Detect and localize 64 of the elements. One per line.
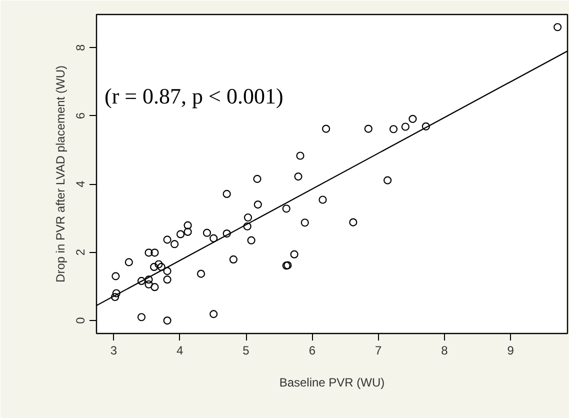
point (364, 124, 372, 133)
point (384, 176, 392, 184)
x-tick-label: 7 (374, 344, 382, 358)
y-tick-label: 8 (74, 44, 88, 51)
point (229, 255, 238, 264)
point (157, 262, 166, 272)
point (322, 124, 330, 133)
point (401, 122, 410, 131)
point (202, 228, 212, 237)
x-tick-label: 4 (176, 344, 184, 358)
point (222, 229, 231, 238)
point (210, 310, 218, 318)
point (184, 228, 192, 236)
point (163, 267, 172, 276)
point (176, 230, 185, 238)
y-tick-label: 4 (74, 180, 88, 188)
x-tick-label: 9 (507, 344, 514, 358)
point (144, 248, 153, 257)
point (137, 313, 146, 322)
point (110, 292, 120, 302)
point (253, 174, 262, 183)
point (389, 125, 398, 134)
point (349, 218, 358, 226)
point (244, 213, 252, 222)
point (163, 276, 172, 284)
point (296, 152, 304, 160)
point (137, 276, 146, 285)
point (290, 250, 298, 258)
point (170, 240, 179, 248)
point (254, 200, 262, 209)
point (144, 280, 153, 288)
point (163, 316, 172, 325)
annotation: (r = 0.87, p < 0.001) (104, 84, 284, 108)
point (422, 122, 430, 130)
point (112, 289, 120, 298)
point (222, 190, 231, 198)
point (243, 222, 252, 230)
point (184, 221, 192, 230)
point (144, 276, 153, 284)
y-tick-label: 2 (74, 248, 88, 256)
point (282, 204, 290, 213)
point (124, 258, 133, 266)
x-tick-label: 6 (308, 344, 316, 358)
point (163, 236, 172, 244)
point (150, 283, 159, 292)
point (318, 196, 327, 204)
x-axis-title: Baseline PVR (WU) (279, 376, 385, 390)
point (300, 218, 309, 227)
point (112, 272, 120, 280)
x-tick-label: 5 (242, 344, 250, 358)
x-tick-label: 3 (110, 344, 118, 358)
point (196, 270, 206, 278)
point (294, 172, 302, 181)
y-axis-title: Drop in PVR after LVAD placement (WU) (54, 66, 68, 282)
point (247, 236, 256, 244)
y-tick-label: 0 (74, 316, 88, 324)
point (554, 23, 562, 32)
point (154, 260, 163, 268)
y-tick-label: 6 (74, 112, 88, 120)
x-tick-label: 8 (441, 344, 448, 358)
point (210, 234, 218, 242)
point (150, 262, 158, 272)
point (150, 248, 159, 257)
point (408, 114, 417, 123)
